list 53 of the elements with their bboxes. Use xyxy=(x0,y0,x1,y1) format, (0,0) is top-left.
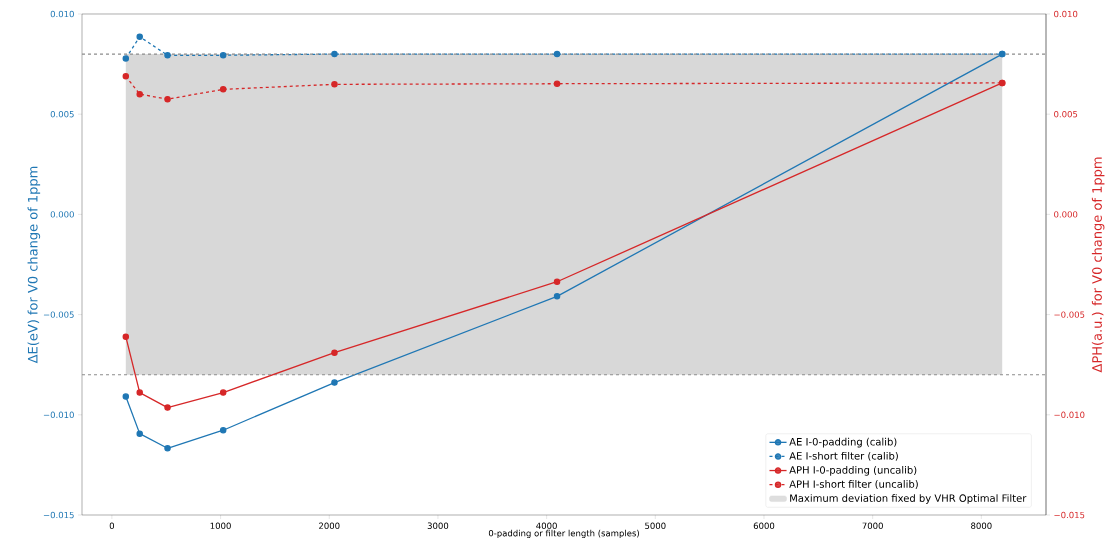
legend-label: Maximum deviation fixed by VHR Optimal Filter xyxy=(790,494,1027,504)
x-tick-label: 8000 xyxy=(971,522,992,529)
point xyxy=(136,389,143,396)
y-tick-label: −0.010 xyxy=(43,411,74,419)
y-tick-label: 0.010 xyxy=(50,10,74,18)
point xyxy=(331,379,338,386)
y-tick-label: −0.005 xyxy=(43,311,74,318)
y-tick-label: 0.000 xyxy=(50,211,74,218)
point xyxy=(122,73,130,80)
x-tick-label: 1000 xyxy=(210,522,231,529)
legend-label: AE I-short filter (calib) xyxy=(789,451,898,461)
point xyxy=(219,426,227,434)
y2-tick-label: −0.005 xyxy=(1054,311,1085,318)
legend-label: AE I-0-padding (calib) xyxy=(789,437,897,448)
y2-tick-label: 0.000 xyxy=(1054,211,1078,218)
x-tick-label: 7000 xyxy=(862,522,883,529)
point xyxy=(122,393,130,400)
point xyxy=(136,430,143,437)
y2-tick-label: −0.010 xyxy=(1054,411,1085,419)
point xyxy=(136,33,143,40)
y2-tick-label: 0.010 xyxy=(1054,10,1078,18)
legend-label: APH I-0-padding (uncalib) xyxy=(789,465,917,476)
point xyxy=(219,86,227,93)
y2-tick-label: −0.015 xyxy=(1054,511,1085,519)
point xyxy=(122,333,130,340)
point xyxy=(553,80,561,87)
point xyxy=(136,90,143,98)
point xyxy=(164,445,171,452)
y2-axis-title: ΔPH(a.u.) for V0 change of 1ppm xyxy=(1091,157,1105,373)
point xyxy=(164,95,171,103)
point xyxy=(331,50,338,58)
point xyxy=(219,389,227,396)
y2-tick-label: 0.005 xyxy=(1054,110,1078,118)
point xyxy=(553,50,561,58)
point xyxy=(164,404,171,411)
point xyxy=(331,81,338,88)
x-tick-label: 6000 xyxy=(753,522,775,529)
point xyxy=(553,293,561,300)
y-axis-title: ΔE(eV) for V0 change of 1ppm xyxy=(27,166,41,364)
point xyxy=(553,278,561,285)
legend-label: APH I-short filter (uncalib) xyxy=(789,480,918,490)
point xyxy=(122,55,130,62)
y-tick-label: −0.015 xyxy=(43,511,74,519)
x-axis-title: 0-padding or filter length (samples) xyxy=(488,529,639,539)
y-tick-label: 0.005 xyxy=(50,110,74,118)
point xyxy=(164,52,171,59)
x-tick-label: 2000 xyxy=(319,522,340,529)
x-tick-label: 4000 xyxy=(536,522,557,529)
x-tick-label: 3000 xyxy=(427,522,449,529)
point xyxy=(219,52,227,59)
point xyxy=(331,349,338,356)
x-tick-label: 5000 xyxy=(645,522,666,529)
x-tick-label: 0 xyxy=(109,522,115,529)
